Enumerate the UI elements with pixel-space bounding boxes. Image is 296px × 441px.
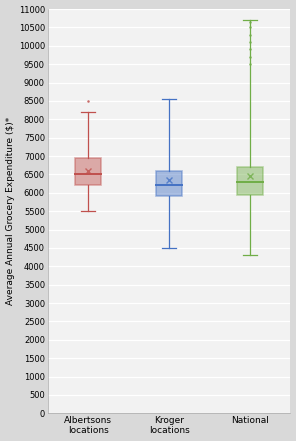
Bar bbox=[237, 167, 263, 194]
Y-axis label: Average Annual Grocery Expenditure ($)*: Average Annual Grocery Expenditure ($)* bbox=[6, 117, 15, 305]
Bar bbox=[156, 171, 182, 196]
Bar bbox=[75, 158, 101, 185]
